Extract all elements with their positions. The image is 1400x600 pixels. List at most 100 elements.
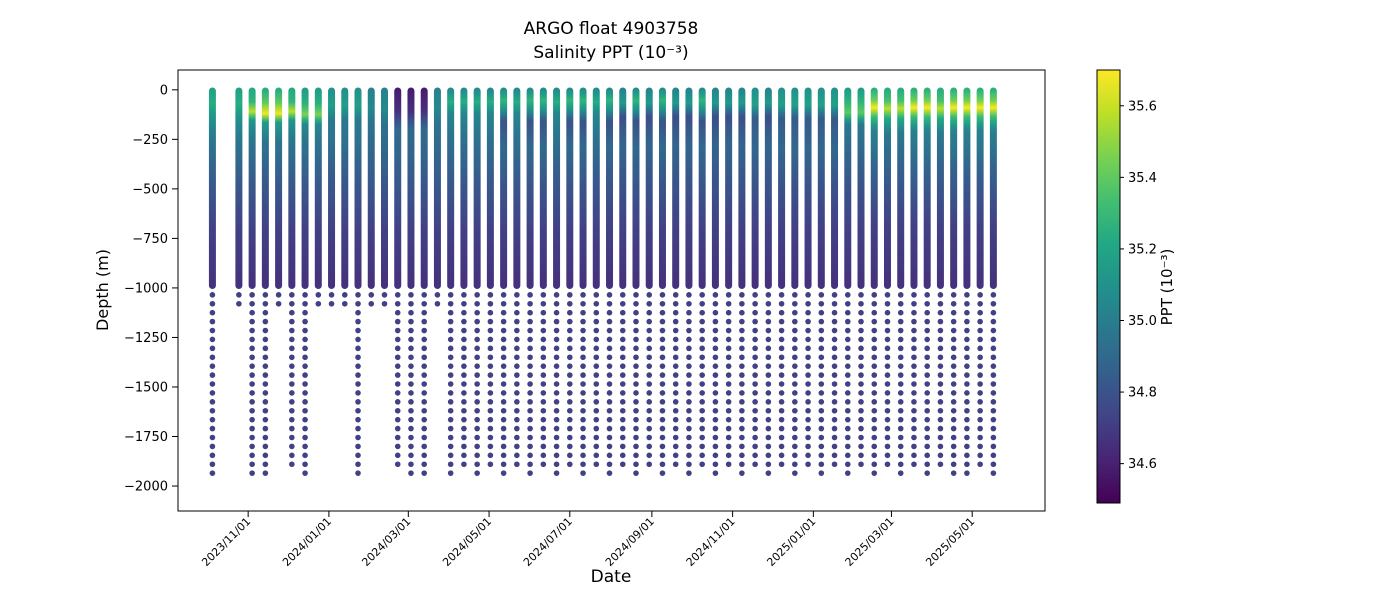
deep-measurement-dot	[421, 354, 428, 361]
deep-measurement-dot	[739, 327, 745, 334]
deep-measurement-dot	[924, 363, 930, 369]
deep-measurement-dot	[289, 300, 295, 307]
deep-measurement-dot	[593, 434, 600, 441]
deep-measurement-dot	[884, 452, 891, 459]
deep-measurement-dot	[408, 452, 414, 459]
deep-measurement-dot	[262, 452, 269, 459]
deep-measurement-dot	[911, 336, 917, 343]
deep-measurement-dot	[606, 292, 613, 298]
deep-measurement-dot	[871, 452, 878, 459]
deep-measurement-dot	[633, 416, 639, 423]
y-tick-label: −1500	[124, 380, 168, 395]
deep-measurement-dot	[725, 327, 732, 334]
deep-measurement-dot	[911, 372, 917, 378]
deep-measurement-dot	[792, 390, 798, 396]
deep-measurement-dot	[606, 354, 613, 361]
deep-measurement-dot	[950, 363, 957, 369]
deep-measurement-dot	[302, 327, 308, 334]
deep-measurement-dot	[858, 336, 864, 343]
deep-measurement-dot	[394, 399, 401, 405]
chart-subtitle: Salinity PPT (10⁻³)	[533, 43, 688, 63]
deep-measurement-dot	[712, 345, 719, 352]
deep-measurement-dot	[355, 407, 361, 414]
deep-measurement-dot	[977, 372, 983, 378]
deep-measurement-dot	[567, 434, 573, 441]
deep-measurement-dot	[805, 363, 811, 369]
deep-measurement-dot	[752, 434, 758, 441]
deep-measurement-dot	[408, 443, 414, 450]
deep-measurement-dot	[553, 416, 560, 423]
deep-measurement-dot	[527, 372, 533, 378]
profile-column	[539, 87, 547, 468]
deep-measurement-dot	[593, 461, 600, 468]
deep-measurement-dot	[897, 354, 904, 361]
deep-measurement-dot	[871, 327, 878, 334]
deep-measurement-dot	[461, 336, 467, 343]
deep-measurement-dot	[646, 309, 653, 316]
deep-measurement-dot	[725, 407, 732, 414]
deep-measurement-dot	[540, 399, 547, 405]
deep-measurement-dot	[739, 309, 745, 316]
deep-measurement-dot	[950, 336, 957, 343]
deep-measurement-dot	[884, 399, 891, 405]
deep-measurement-dot	[699, 363, 705, 369]
deep-measurement-dot	[977, 381, 983, 387]
deep-measurement-dot	[858, 399, 864, 405]
deep-measurement-dot	[447, 345, 454, 352]
deep-measurement-dot	[474, 363, 480, 369]
deep-measurement-dot	[514, 425, 520, 432]
deep-measurement-dot	[289, 354, 295, 361]
deep-measurement-dot	[950, 354, 957, 361]
deep-measurement-dot	[394, 372, 401, 378]
deep-measurement-dot	[633, 345, 639, 352]
deep-measurement-dot	[540, 327, 547, 334]
deep-measurement-dot	[249, 336, 255, 343]
deep-measurement-dot	[950, 345, 957, 352]
deep-measurement-dot	[289, 434, 295, 441]
deep-measurement-dot	[778, 399, 785, 405]
deep-measurement-dot	[447, 292, 454, 298]
deep-measurement-dot	[897, 318, 904, 325]
profile-column	[738, 87, 746, 476]
deep-measurement-dot	[778, 381, 785, 387]
profile-column	[857, 87, 865, 468]
deep-measurement-dot	[911, 309, 917, 316]
deep-measurement-dot	[249, 407, 255, 414]
colorbar-tick-label: 35.0	[1128, 314, 1157, 329]
deep-measurement-dot	[606, 434, 613, 441]
deep-measurement-dot	[540, 300, 547, 307]
deep-measurement-dot	[355, 318, 361, 325]
deep-measurement-dot	[606, 363, 613, 369]
deep-measurement-dot	[275, 292, 282, 298]
deep-measurement-dot	[818, 425, 825, 432]
deep-measurement-dot	[686, 381, 692, 387]
deep-measurement-dot	[540, 354, 547, 361]
deep-measurement-dot	[752, 363, 758, 369]
deep-measurement-dot	[659, 336, 666, 343]
deep-measurement-dot	[209, 425, 216, 432]
profile-column	[380, 87, 388, 307]
deep-measurement-dot	[580, 292, 586, 298]
deep-measurement-dot	[725, 292, 732, 298]
deep-measurement-dot	[937, 292, 944, 298]
deep-measurement-dot	[447, 416, 454, 423]
deep-measurement-dot	[937, 443, 944, 450]
deep-measurement-dot	[355, 416, 361, 423]
deep-measurement-dot	[739, 300, 745, 307]
deep-measurement-dot	[792, 300, 798, 307]
profile-column	[394, 87, 402, 468]
deep-measurement-dot	[394, 292, 401, 298]
deep-measurement-dot	[990, 381, 997, 387]
deep-measurement-dot	[990, 327, 997, 334]
deep-measurement-dot	[765, 292, 772, 298]
deep-measurement-dot	[514, 390, 520, 396]
deep-measurement-dot	[871, 363, 878, 369]
deep-measurement-dot	[394, 354, 401, 361]
profile-column	[341, 87, 349, 307]
deep-measurement-dot	[289, 416, 295, 423]
deep-measurement-dot	[567, 292, 573, 298]
deep-measurement-dot	[765, 354, 772, 361]
deep-measurement-dot	[474, 300, 480, 307]
deep-measurement-dot	[302, 390, 308, 396]
